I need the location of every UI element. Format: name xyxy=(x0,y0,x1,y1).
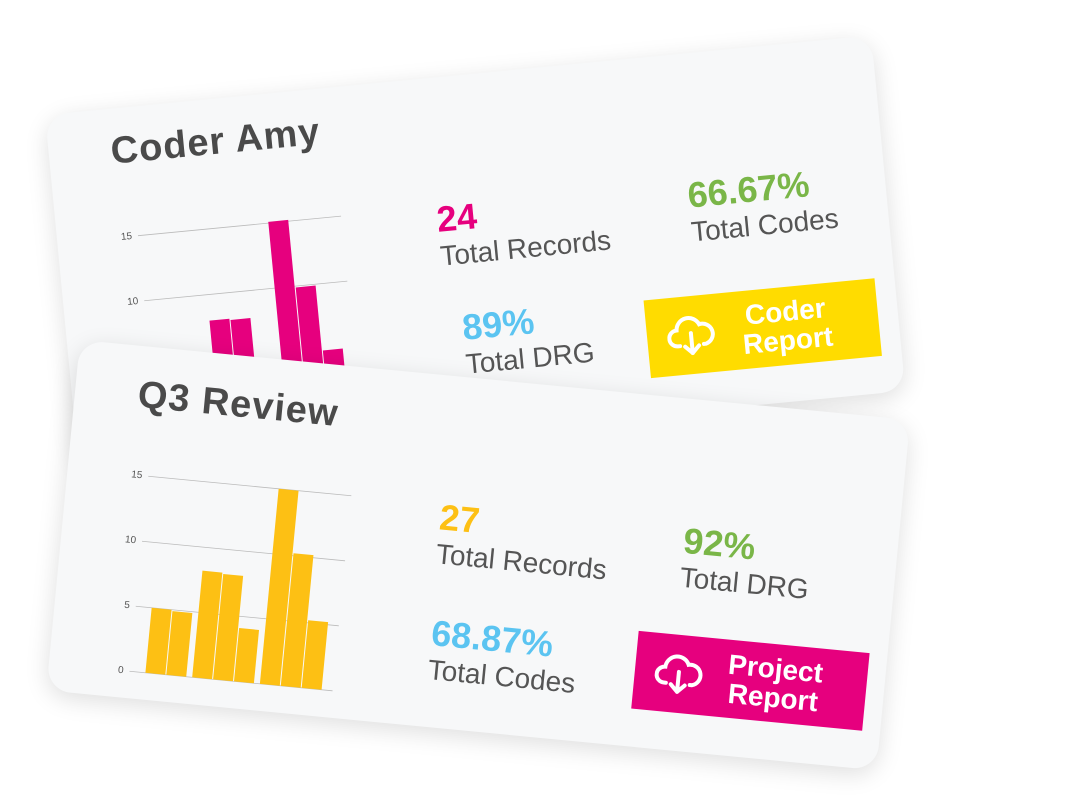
bar xyxy=(301,620,329,690)
y-tick-label: 15 xyxy=(131,469,144,481)
download-icon xyxy=(654,654,703,694)
y-tick-label: 10 xyxy=(127,296,140,308)
chart: 0 5 10 15 xyxy=(117,469,352,692)
bar xyxy=(145,607,172,675)
grid-line xyxy=(137,215,342,237)
y-tick-label: 0 xyxy=(117,665,124,677)
y-tick-label: 10 xyxy=(124,534,137,546)
bar xyxy=(166,611,193,677)
stat: 68.87% Total Codes xyxy=(426,612,580,701)
grid-line xyxy=(148,475,352,497)
bar xyxy=(233,628,260,684)
button-label: Project Report xyxy=(726,648,825,718)
card-title: Q3 Review xyxy=(136,373,341,436)
stat: 24 Total Records xyxy=(435,184,612,274)
stat: 89% Total DRG xyxy=(460,296,596,382)
y-tick-label: 5 xyxy=(124,600,131,612)
grid-line xyxy=(141,540,346,562)
report-button[interactable]: Project Report xyxy=(631,630,870,731)
bar xyxy=(259,488,299,686)
card: Q3 Review 0 5 10 15 27 Total Records 92% Tota… xyxy=(46,340,911,771)
stat: 27 Total Records xyxy=(434,496,611,587)
download-icon xyxy=(667,316,715,356)
bar xyxy=(192,570,223,680)
report-button[interactable]: Coder Report xyxy=(643,278,882,379)
card-title: Coder Amy xyxy=(108,110,323,173)
stat: 92% Total DRG xyxy=(678,520,814,607)
grid-line xyxy=(144,280,348,302)
bar xyxy=(213,573,244,682)
button-label: Coder Report xyxy=(741,292,835,361)
y-tick-label: 15 xyxy=(120,231,133,243)
stat: 66.67% Total Codes xyxy=(686,162,840,250)
bar xyxy=(280,553,314,688)
